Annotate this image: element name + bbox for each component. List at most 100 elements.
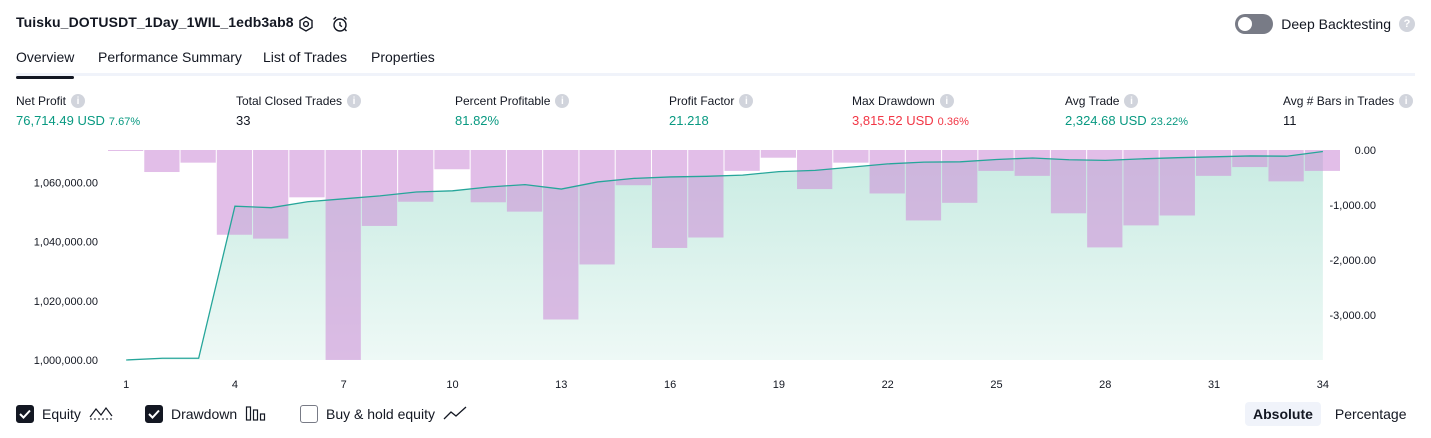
x-axis-tick: 16 bbox=[664, 379, 676, 391]
drawdown-bar bbox=[108, 150, 144, 151]
metric-max-drawdown: Max Drawdown i 3,815.52 USD 0.36% bbox=[852, 93, 969, 128]
metric-label: Avg Trade bbox=[1065, 94, 1120, 108]
x-axis-tick: 22 bbox=[882, 379, 894, 391]
drawdown-bar bbox=[905, 150, 942, 221]
equity-drawdown-chart[interactable]: 1,000,000.00 1,020,000.00 1,040,000.00 1,06… bbox=[0, 140, 1431, 395]
equity-axis-tick: 1,060,000.00 bbox=[34, 178, 98, 190]
info-icon[interactable]: i bbox=[347, 94, 362, 108]
metric-total-closed-trades: Total Closed Trades i 33 bbox=[236, 93, 362, 128]
buy-hold-line-icon bbox=[443, 404, 467, 425]
drawdown-bar bbox=[869, 150, 905, 194]
equity-line bbox=[126, 150, 1323, 361]
metric-label: Avg # Bars in Trades bbox=[1283, 94, 1395, 108]
equity-area bbox=[126, 151, 1323, 360]
metric-label: Max Drawdown bbox=[852, 94, 935, 108]
deep-backtesting-toggle[interactable] bbox=[1235, 14, 1274, 34]
legend-drawdown-label: Drawdown bbox=[171, 406, 238, 422]
drawdown-bar bbox=[1159, 150, 1195, 216]
legend-buy-hold-label: Buy & hold equity bbox=[326, 406, 435, 422]
drawdown-bar bbox=[361, 150, 398, 226]
x-axis-tick: 1 bbox=[123, 379, 129, 391]
info-icon[interactable]: i bbox=[1124, 94, 1139, 108]
drawdown-axis-tick: 0.00 bbox=[1355, 145, 1376, 157]
toggle-knob bbox=[1238, 17, 1253, 31]
settings-icon[interactable] bbox=[295, 13, 317, 35]
drawdown-bars-icon bbox=[245, 404, 267, 425]
equity-axis-tick: 1,020,000.00 bbox=[34, 296, 98, 308]
metric-label: Total Closed Trades bbox=[236, 94, 343, 108]
display-mode-switch: Absolute Percentage bbox=[1245, 401, 1415, 427]
metric-profit-factor: Profit Factor i 21.218 bbox=[669, 93, 754, 128]
drawdown-bar bbox=[1087, 150, 1123, 248]
drawdown-bar bbox=[978, 150, 1014, 171]
metric-label: Net Profit bbox=[16, 94, 67, 108]
legend-buy-hold[interactable]: Buy & hold equity bbox=[300, 403, 467, 425]
buy-hold-checkbox[interactable] bbox=[300, 405, 318, 423]
metric-value: 76,714.49 USD bbox=[16, 113, 105, 128]
drawdown-bar bbox=[1123, 150, 1159, 226]
metric-value: 3,815.52 USD bbox=[852, 113, 934, 128]
metric-label: Percent Profitable bbox=[455, 94, 551, 108]
x-axis-tick: 25 bbox=[990, 379, 1002, 391]
absolute-mode-button[interactable]: Absolute bbox=[1245, 402, 1321, 426]
drawdown-bar bbox=[651, 150, 688, 248]
info-icon[interactable]: i bbox=[1399, 94, 1414, 108]
x-axis-tick: 4 bbox=[232, 379, 238, 391]
deep-backtesting-label: Deep Backtesting bbox=[1281, 16, 1391, 32]
info-icon[interactable]: i bbox=[555, 94, 570, 108]
tab-overview[interactable]: Overview bbox=[16, 48, 75, 79]
drawdown-bar bbox=[289, 150, 325, 198]
metric-value: 33 bbox=[236, 113, 251, 128]
info-icon[interactable]: i bbox=[939, 94, 954, 108]
equity-line-icon bbox=[89, 404, 113, 425]
metric-percent: 0.36% bbox=[937, 116, 969, 128]
drawdown-bar bbox=[760, 150, 797, 158]
metric-percent: 7.67% bbox=[108, 116, 141, 128]
x-axis-tick: 19 bbox=[773, 379, 785, 391]
drawdown-bar bbox=[688, 150, 724, 238]
drawdown-bar bbox=[325, 150, 361, 360]
legend-equity-label: Equity bbox=[42, 406, 81, 422]
drawdown-bar bbox=[1014, 150, 1050, 176]
x-axis-tick: 28 bbox=[1099, 379, 1111, 391]
metric-value: 81.82% bbox=[455, 113, 500, 128]
metric-percent-profitable: Percent Profitable i 81.82% bbox=[455, 93, 570, 128]
drawdown-checkbox[interactable] bbox=[145, 405, 163, 423]
metric-value: 21.218 bbox=[669, 113, 709, 128]
tab-performance-summary[interactable]: Performance Summary bbox=[98, 49, 242, 65]
strategy-title: Tuisku_DOTUSDT_1Day_1WIL_1edb3ab8 bbox=[16, 14, 294, 30]
tab-list-of-trades[interactable]: List of Trades bbox=[263, 49, 348, 65]
equity-checkbox[interactable] bbox=[16, 405, 34, 423]
info-icon[interactable]: i bbox=[739, 94, 754, 108]
drawdown-bar bbox=[434, 150, 470, 170]
metric-value: 2,324.68 USD bbox=[1065, 113, 1147, 128]
drawdown-bar bbox=[543, 150, 579, 320]
metric-net-profit: Net Profit i 76,714.49 USD 7.67% bbox=[16, 93, 140, 128]
x-axis-tick: 10 bbox=[446, 379, 458, 391]
drawdown-bar bbox=[506, 150, 543, 212]
help-icon[interactable]: ? bbox=[1399, 16, 1415, 32]
metric-avg-trade: Avg Trade i 2,324.68 USD 23.22% bbox=[1065, 93, 1188, 128]
drawdown-axis-tick: -3,000.00 bbox=[1330, 310, 1376, 322]
drawdown-bar bbox=[724, 150, 760, 171]
metric-percent: 23.22% bbox=[1150, 116, 1188, 128]
metric-avg-bars-in-trades: Avg # Bars in Trades i 11 bbox=[1283, 93, 1414, 128]
x-axis-tick: 13 bbox=[555, 379, 567, 391]
legend-equity[interactable]: Equity bbox=[16, 403, 113, 425]
drawdown-bar bbox=[942, 150, 978, 203]
drawdown-axis-tick: -1,000.00 bbox=[1330, 200, 1376, 212]
metric-value: 11 bbox=[1283, 113, 1297, 128]
drawdown-bar bbox=[1195, 150, 1232, 176]
legend-drawdown[interactable]: Drawdown bbox=[145, 403, 267, 425]
tab-properties[interactable]: Properties bbox=[371, 49, 435, 65]
drawdown-bar bbox=[144, 150, 180, 173]
alarm-clock-icon[interactable] bbox=[329, 13, 351, 35]
drawdown-bar bbox=[470, 150, 506, 203]
info-icon[interactable]: i bbox=[71, 94, 86, 108]
drawdown-bar bbox=[216, 150, 253, 235]
x-axis-tick: 7 bbox=[341, 379, 347, 391]
metric-label: Profit Factor bbox=[669, 94, 735, 108]
percentage-mode-button[interactable]: Percentage bbox=[1334, 406, 1407, 422]
strategy-header: Tuisku_DOTUSDT_1Day_1WIL_1edb3ab8 Deep B… bbox=[16, 12, 1415, 36]
drawdown-bar bbox=[833, 150, 869, 163]
